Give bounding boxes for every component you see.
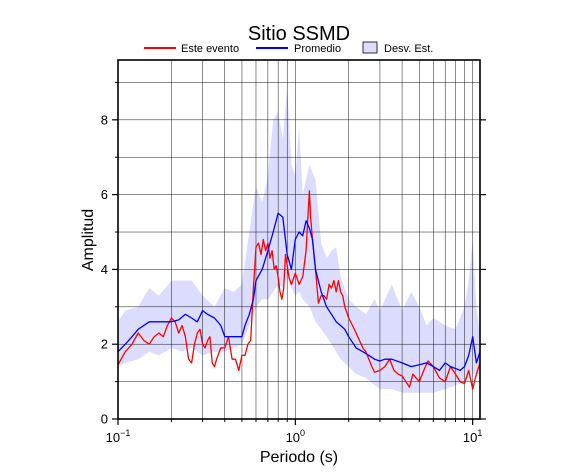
ticks: [112, 81, 486, 425]
x-tick-labels: 10−1 100 101: [106, 428, 483, 445]
y-tick-label: 2: [101, 337, 108, 352]
y-tick-label: 4: [101, 262, 108, 277]
x-tick-label: 101: [463, 428, 482, 445]
plot-frame: [117, 59, 481, 420]
std-band-layer: [118, 86, 480, 393]
y-tick-labels: 0 2 4 6 8: [101, 112, 108, 426]
plot-area: [112, 59, 486, 425]
legend: Este evento Promedio Desv. Est.: [144, 41, 433, 55]
legend-label: Promedio: [294, 43, 341, 55]
y-tick-label: 6: [101, 187, 108, 202]
legend-label: Desv. Est.: [384, 43, 433, 55]
series-line-este-evento: [118, 190, 480, 390]
y-tick-label: 0: [101, 412, 108, 427]
x-tick-label: 10−1: [106, 428, 131, 445]
series-layer: [118, 190, 480, 390]
series-line-promedio: [118, 212, 480, 372]
x-tick-label: 100: [286, 428, 305, 445]
chart-title: Sitio SSMD: [248, 23, 350, 45]
y-tick-label: 8: [101, 112, 108, 127]
legend-label: Este evento: [181, 43, 239, 55]
legend-swatch: [362, 41, 378, 54]
y-axis-title: Amplitud: [80, 209, 97, 271]
x-axis-title: Periodo (s): [260, 449, 338, 466]
std-band: [118, 86, 480, 393]
